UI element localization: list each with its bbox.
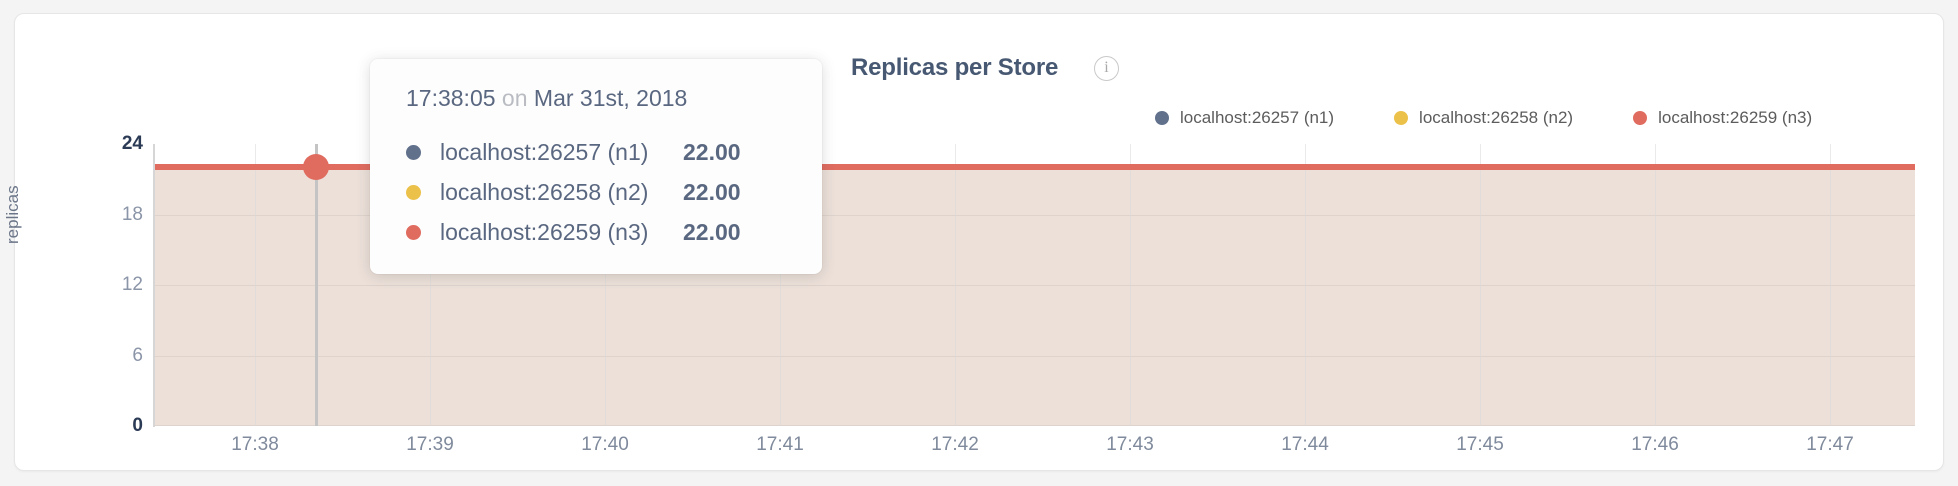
tooltip-row-n3: localhost:26259 (n3) 22.00 [370,212,822,252]
gridline-vertical [1480,144,1481,426]
info-icon[interactable] [1094,56,1119,81]
hover-tooltip: 17:38:05 on Mar 31st, 2018 localhost:262… [370,59,822,274]
tooltip-swatch-icon [406,224,421,240]
gridline-vertical [1130,144,1131,426]
legend-item-n1[interactable]: localhost:26257 (n1) [1155,108,1334,128]
chart-card: Replicas per Store localhost:26257 (n1) … [3,13,1944,471]
tooltip-header: 17:38:05 on Mar 31st, 2018 [370,85,822,112]
y-tick-label: 12 [121,274,143,295]
tooltip-row-n2: localhost:26258 (n2) 22.00 [370,172,822,212]
x-tick-label: 17:38 [231,434,279,455]
legend-item-label: localhost:26259 (n3) [1658,108,1813,127]
legend-item-n2[interactable]: localhost:26258 (n2) [1394,108,1573,128]
gridline-horizontal [155,285,1915,286]
gridline-vertical [1305,144,1306,426]
y-axis-line [153,144,155,427]
legend-item-label: localhost:26257 (n1) [1180,108,1335,127]
y-tick-label: 0 [132,415,143,436]
tooltip-date: Mar 31st, 2018 [533,85,688,111]
x-tick-label: 17:44 [1281,434,1329,455]
gridline-horizontal [155,214,1915,216]
tooltip-row-label: localhost:26259 (n3) [440,218,649,245]
gridline-vertical [605,144,606,426]
x-axis-ticks: 17:38 17:39 17:40 17:41 17:42 17:43 17:4… [155,434,1915,464]
x-tick-label: 17:45 [1456,434,1504,455]
tooltip-on-word: on [501,85,528,111]
x-tick-label: 17:46 [1631,434,1679,455]
tooltip-row-value: 22.00 [683,138,741,165]
legend-item-label: localhost:26258 (n2) [1419,108,1574,127]
y-axis-ticks: 24 18 12 6 0 [31,133,143,436]
x-tick-label: 17:43 [1106,434,1154,455]
legend-swatch-icon [1394,111,1409,125]
gridline-vertical [430,144,431,426]
y-axis-title: replicas [3,185,22,244]
gridline-vertical [1830,144,1831,426]
y-tick-label: 18 [121,203,143,225]
hover-point-marker[interactable] [303,154,329,180]
x-tick-label: 17:41 [756,434,804,455]
tooltip-time: 17:38:05 [406,85,496,111]
gridline-horizontal [155,355,1915,357]
gridline-vertical [1655,144,1656,426]
series-line-n3 [155,164,1915,170]
legend-item-n3[interactable]: localhost:26259 (n3) [1633,108,1812,128]
gridline-vertical [780,144,781,426]
page-title: Replicas per Store [851,54,1059,81]
y-tick-label: 24 [121,133,143,154]
tooltip-row-n1: localhost:26257 (n1) 22.00 [370,132,822,172]
tooltip-row-value: 22.00 [683,218,741,245]
x-tick-label: 17:47 [1806,434,1854,455]
gridline-vertical [255,144,256,426]
y-tick-label: 6 [132,344,143,366]
hover-crosshair [315,144,318,426]
x-tick-label: 17:39 [406,434,454,455]
tooltip-swatch-icon [406,184,421,200]
legend-swatch-icon [1155,111,1169,125]
x-tick-label: 17:40 [581,434,629,455]
gridline-horizontal [155,425,1915,426]
x-tick-label: 17:42 [931,434,979,455]
gridline-vertical [955,144,956,426]
tooltip-row-value: 22.00 [683,178,741,205]
tooltip-row-label: localhost:26257 (n1) [440,138,649,165]
legend-swatch-icon [1633,111,1648,125]
tooltip-swatch-icon [406,144,421,160]
tooltip-row-label: localhost:26258 (n2) [440,178,649,205]
chart-legend: localhost:26257 (n1) localhost:26258 (n2… [1155,108,1812,128]
